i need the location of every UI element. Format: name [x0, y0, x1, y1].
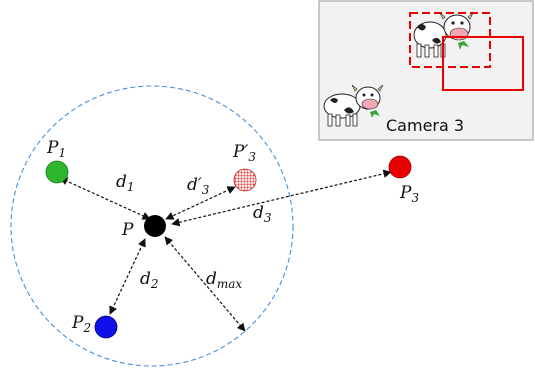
label-dmax: dmax [206, 269, 242, 291]
cow-icon-large [413, 12, 474, 58]
label-p1: P1 [46, 138, 66, 160]
bbox-dashed [409, 12, 491, 68]
node-p3-prime [233, 168, 257, 192]
label-p: P [121, 220, 134, 240]
label-d1: d1 [116, 172, 135, 194]
node-p [144, 215, 166, 237]
arrow-d1 [59, 177, 151, 220]
arrow-d3 [171, 169, 392, 227]
label-p3-prime: P′3 [232, 142, 256, 164]
bbox-solid [442, 36, 524, 91]
label-d3: d3 [253, 203, 272, 225]
label-p2: P2 [71, 313, 91, 335]
node-p3 [388, 155, 412, 179]
arrow-d2 [109, 238, 146, 315]
node-p2 [94, 315, 118, 339]
camera-label: Camera 3 [386, 116, 464, 135]
label-d3-prime: d′3 [187, 175, 210, 197]
cow-icon-small [323, 84, 384, 127]
arrow-dmax [164, 236, 246, 332]
camera-panel: Camera 3 [318, 0, 534, 141]
label-p3: P3 [399, 183, 419, 205]
node-p1 [45, 160, 69, 184]
label-d2: d2 [140, 269, 159, 291]
